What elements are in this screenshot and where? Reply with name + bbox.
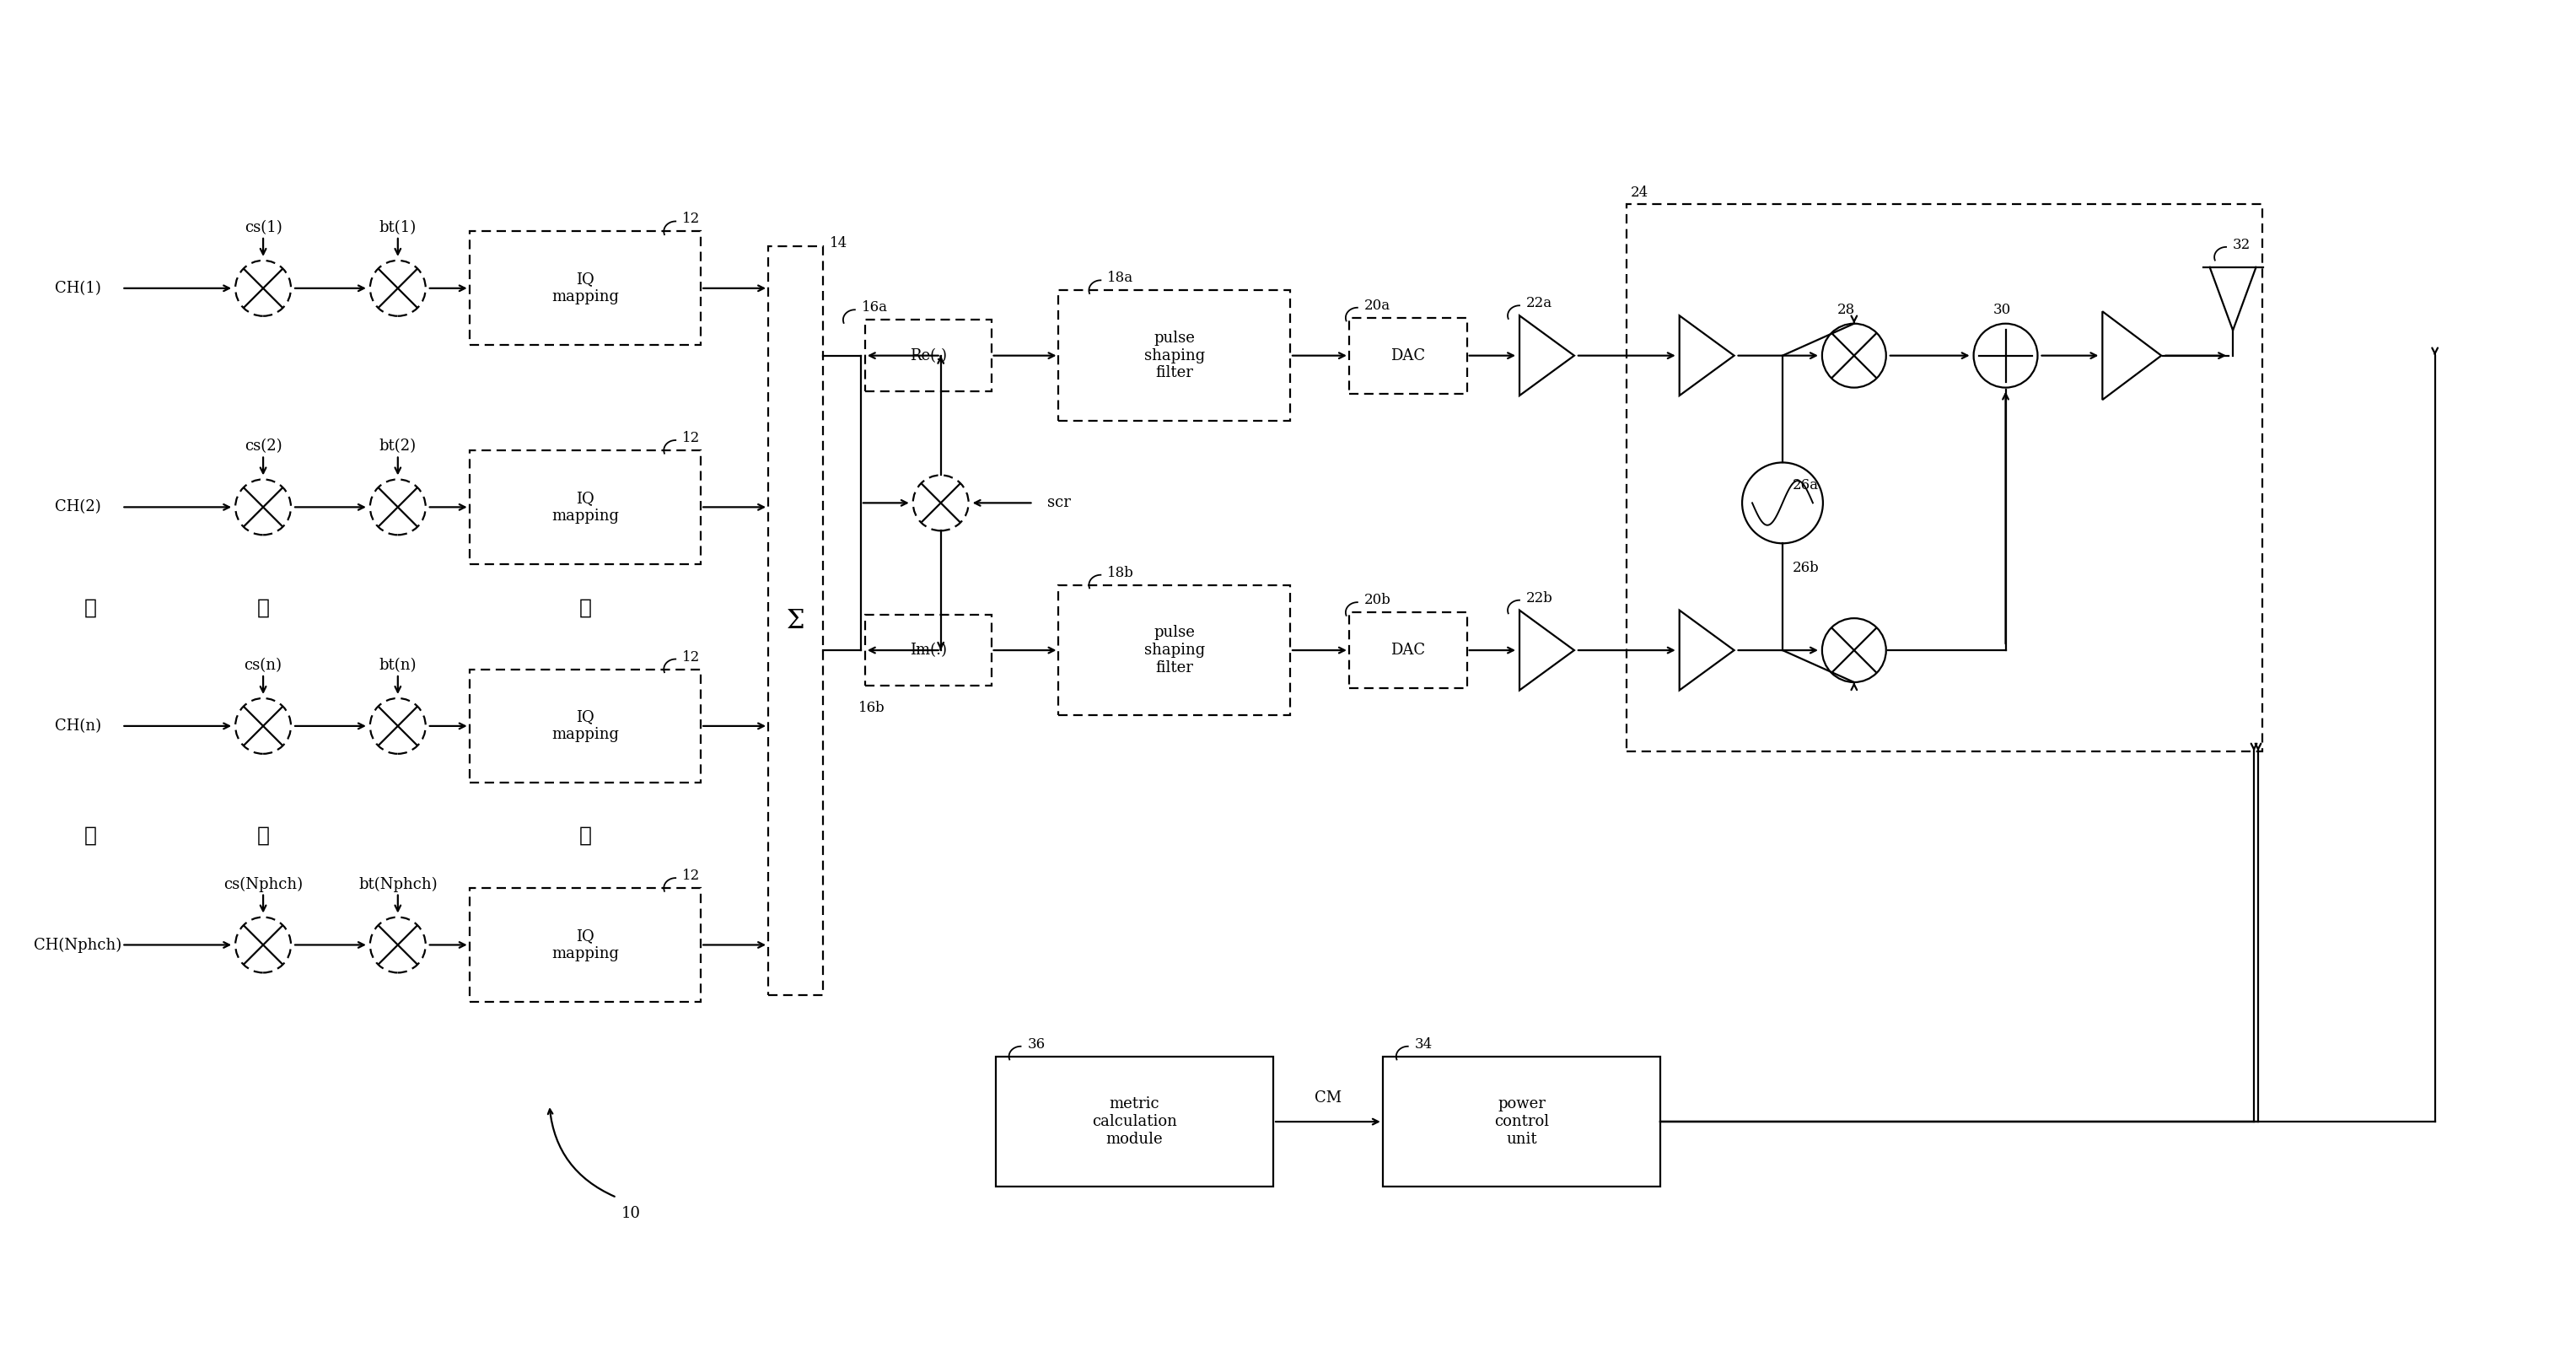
Text: 18b: 18b (1108, 566, 1133, 580)
Text: 16a: 16a (860, 301, 889, 314)
Text: bt(1): bt(1) (379, 220, 417, 235)
Text: 22b: 22b (1525, 591, 1553, 606)
Text: ⋮: ⋮ (580, 599, 592, 618)
Text: pulse
shaping
filter: pulse shaping filter (1144, 331, 1206, 381)
Text: 30: 30 (1994, 302, 2012, 317)
Text: 12: 12 (683, 212, 701, 227)
Text: IQ
mapping: IQ mapping (551, 709, 618, 742)
Text: cs(1): cs(1) (245, 220, 281, 235)
Text: 20a: 20a (1365, 298, 1391, 313)
Text: 36: 36 (1028, 1038, 1046, 1051)
Text: CH(n): CH(n) (54, 719, 100, 734)
Text: DAC: DAC (1391, 349, 1425, 364)
Text: 20b: 20b (1365, 593, 1391, 607)
Text: IQ
mapping: IQ mapping (551, 272, 618, 305)
Text: ⋮: ⋮ (258, 599, 270, 618)
Text: cs(n): cs(n) (245, 658, 283, 673)
Text: Im(.): Im(.) (909, 642, 948, 658)
Text: ⋮: ⋮ (85, 826, 98, 845)
Text: cs(Nphch): cs(Nphch) (224, 876, 304, 893)
Text: 22a: 22a (1525, 297, 1553, 310)
Text: bt(Nphch): bt(Nphch) (358, 876, 438, 893)
Text: ⋮: ⋮ (258, 826, 270, 845)
Text: bt(2): bt(2) (379, 439, 417, 454)
Text: CH(2): CH(2) (54, 499, 100, 515)
Text: 18a: 18a (1108, 271, 1133, 286)
Text: 32: 32 (2233, 238, 2251, 252)
Text: DAC: DAC (1391, 642, 1425, 658)
Text: metric
calculation
module: metric calculation module (1092, 1096, 1177, 1147)
Text: Re(.): Re(.) (909, 349, 948, 364)
Text: CH(Nphch): CH(Nphch) (33, 938, 121, 953)
Text: bt(n): bt(n) (379, 658, 417, 673)
Text: ⋮: ⋮ (85, 599, 98, 618)
Text: cs(2): cs(2) (245, 439, 281, 454)
Text: 26b: 26b (1793, 560, 1819, 576)
Text: 16b: 16b (858, 701, 886, 715)
Text: scr: scr (1046, 495, 1072, 510)
Text: CM: CM (1314, 1091, 1342, 1106)
Text: 14: 14 (829, 236, 848, 250)
Text: ⋮: ⋮ (580, 826, 592, 845)
Text: 24: 24 (1631, 186, 1649, 200)
Text: Σ: Σ (786, 608, 804, 634)
Text: 10: 10 (621, 1206, 641, 1221)
Text: pulse
shaping
filter: pulse shaping filter (1144, 625, 1206, 675)
Text: IQ
mapping: IQ mapping (551, 928, 618, 961)
Text: 12: 12 (683, 649, 701, 664)
Text: IQ
mapping: IQ mapping (551, 491, 618, 524)
Text: CH(1): CH(1) (54, 280, 100, 295)
Text: 12: 12 (683, 868, 701, 883)
Text: 12: 12 (683, 431, 701, 446)
Text: 34: 34 (1414, 1038, 1432, 1051)
Text: 26a: 26a (1793, 478, 1819, 493)
Text: 28: 28 (1837, 302, 1855, 317)
Text: power
control
unit: power control unit (1494, 1096, 1548, 1147)
